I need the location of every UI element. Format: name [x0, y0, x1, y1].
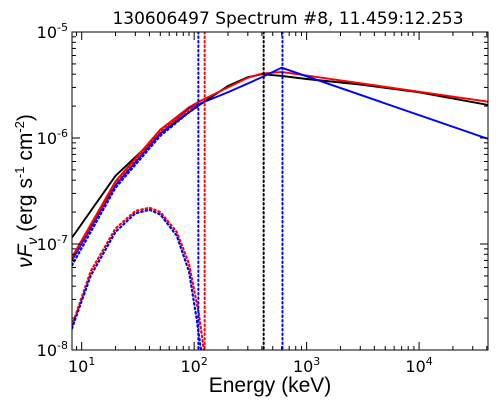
x-axis-label: Energy (keV)	[209, 374, 332, 397]
y-tick-label: 10-8	[37, 339, 68, 360]
series-4-line	[72, 102, 200, 260]
series-7-line	[72, 208, 203, 350]
y-tick-labels: 10-8 10-7 10-6 10-5	[37, 21, 68, 360]
y-tick-label: 10-5	[37, 21, 68, 42]
axis-ticks	[72, 31, 488, 351]
x-tick-label: 101	[68, 355, 95, 376]
y-tick-label: 10-7	[37, 233, 68, 254]
chart-title: 130606497 Spectrum #8, 11.459:12.253	[112, 9, 463, 29]
x-tick-label: 104	[405, 355, 432, 376]
data-lines	[72, 66, 488, 350]
y-axis-label: νFν (erg s-1 cm-2)	[12, 114, 40, 268]
x-tick-label: 103	[293, 355, 320, 376]
series-6-line	[72, 206, 205, 350]
y-tick-label: 10-6	[37, 127, 68, 148]
x-tick-label: 102	[180, 355, 207, 376]
series-5-line	[72, 106, 198, 267]
series-3-line	[72, 66, 488, 261]
x-tick-labels: 101 102 103 104	[68, 355, 433, 376]
plot-frame	[71, 31, 489, 351]
dotted-marker-lines	[197, 32, 284, 350]
